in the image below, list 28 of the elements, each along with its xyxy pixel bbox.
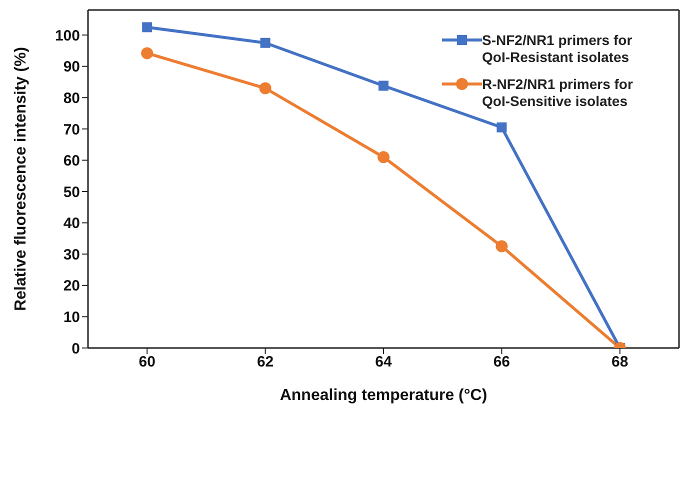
legend-label: S-NF2/NR1 primers for QoI-Resistant isolates — [482, 32, 634, 66]
point — [259, 82, 272, 94]
point — [142, 22, 152, 32]
y-tick-label: 80 — [63, 90, 80, 107]
y-tick-label: 60 — [63, 152, 80, 170]
x-tick-label: 60 — [138, 354, 156, 371]
y-axis-title: Relative fluorescence intensity (%) — [12, 46, 30, 312]
point — [496, 240, 508, 252]
y-tick-label: 100 — [54, 27, 80, 44]
x-tick-label: 62 — [256, 354, 274, 371]
y-tick-label: 40 — [63, 215, 80, 232]
y-tick-label: 30 — [63, 246, 80, 264]
legend-label: R-NF2/NR1 primers for QoI-Sensitive isolates — [482, 76, 634, 110]
x-tick-label: 68 — [612, 354, 628, 371]
point — [141, 47, 154, 60]
y-tick-label: 20 — [63, 278, 80, 295]
x-tick-label: 66 — [493, 354, 510, 371]
x-tick-label: 64 — [375, 354, 392, 371]
y-tick-label: 10 — [63, 309, 80, 326]
point — [378, 151, 390, 164]
point — [378, 80, 388, 91]
point — [496, 122, 507, 132]
point — [260, 38, 270, 48]
y-tick-label: 50 — [63, 184, 80, 201]
y-tick-label: 90 — [63, 58, 80, 76]
y-tick-label: 70 — [63, 121, 80, 138]
x-axis-title: Annealing temperature (°C) — [280, 387, 488, 404]
y-tick-label: 0 — [72, 340, 80, 358]
